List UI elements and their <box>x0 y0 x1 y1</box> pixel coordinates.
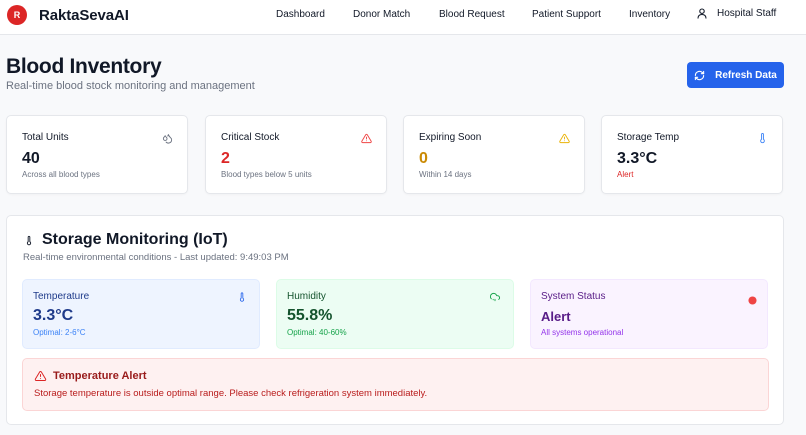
refresh-label: Refresh Data <box>715 69 777 81</box>
app-name: RaktaSevaAI <box>39 6 129 24</box>
thermometer-icon <box>757 131 768 149</box>
user-label: Hospital Staff <box>717 8 777 19</box>
warning-triangle-icon <box>559 131 570 149</box>
stat-sub: Across all blood types <box>22 170 100 179</box>
stat-card-total-units: Total Units 40 Across all blood types <box>6 115 188 194</box>
metric-sub: All systems operational <box>541 328 624 337</box>
stat-label: Storage Temp <box>617 132 680 143</box>
top-navbar: R RaktaSevaAI Dashboard Donor Match Bloo… <box>0 0 806 35</box>
metric-humidity: Humidity 55.8% Optimal: 40-60% <box>276 279 514 349</box>
stat-sub: Alert <box>617 170 634 179</box>
brand[interactable]: R RaktaSevaAI <box>7 5 129 25</box>
alert-title: Temperature Alert <box>34 370 147 382</box>
page-subtitle: Real-time blood stock monitoring and man… <box>6 80 255 92</box>
metric-label: System Status <box>541 291 606 302</box>
nav-blood-request[interactable]: Blood Request <box>439 9 505 20</box>
stat-value: 0 <box>419 150 428 167</box>
nav-donor-match[interactable]: Donor Match <box>353 9 411 20</box>
monitoring-title-text: Storage Monitoring (IoT) <box>42 231 228 248</box>
monitoring-subtitle: Real-time environmental conditions - Las… <box>23 252 289 263</box>
stat-sub: Blood types below 5 units <box>221 170 312 179</box>
metric-sub: Optimal: 2-6°C <box>33 328 86 337</box>
alert-triangle-icon <box>361 131 372 149</box>
nav-inventory[interactable]: Inventory <box>629 9 671 20</box>
metric-value: Alert <box>541 309 571 324</box>
nav-patient-support[interactable]: Patient Support <box>532 9 601 20</box>
stat-label: Total Units <box>22 132 69 143</box>
alert-message: Storage temperature is outside optimal r… <box>34 388 428 399</box>
nav-links: Dashboard Donor Match Blood Request Pati… <box>0 0 806 35</box>
stat-card-storage-temp: Storage Temp 3.3°C Alert <box>601 115 783 194</box>
page-title: Blood Inventory <box>6 55 162 78</box>
monitoring-title: Storage Monitoring (IoT) <box>24 231 228 249</box>
storage-monitoring-panel: Storage Monitoring (IoT) Real-time envir… <box>6 215 784 425</box>
metric-label: Humidity <box>287 291 326 302</box>
cloud-rain-icon <box>489 290 501 308</box>
metric-value: 55.8% <box>287 307 333 324</box>
stat-value: 2 <box>221 150 230 167</box>
metric-label: Temperature <box>33 291 90 302</box>
stat-value: 3.3°C <box>617 150 658 167</box>
stat-label: Critical Stock <box>221 132 280 143</box>
logo-badge: R <box>7 5 27 25</box>
thermometer-icon <box>237 290 247 308</box>
refresh-icon <box>694 70 705 80</box>
stat-sub: Within 14 days <box>419 170 472 179</box>
stat-card-critical-stock: Critical Stock 2 Blood types below 5 uni… <box>205 115 387 194</box>
nav-dashboard[interactable]: Dashboard <box>276 9 325 20</box>
alert-title-text: Temperature Alert <box>53 370 147 382</box>
alert-triangle-icon <box>34 370 47 381</box>
refresh-data-button[interactable]: Refresh Data <box>687 62 784 88</box>
metric-temperature: Temperature 3.3°C Optimal: 2-6°C <box>22 279 260 349</box>
metric-sub: Optimal: 40-60% <box>287 328 347 337</box>
metric-system-status: System Status Alert All systems operatio… <box>530 279 768 349</box>
temperature-alert: Temperature Alert Storage temperature is… <box>22 358 769 411</box>
stat-label: Expiring Soon <box>419 132 482 143</box>
user-menu[interactable]: Hospital Staff <box>697 8 776 19</box>
droplets-icon <box>162 131 173 149</box>
thermometer-icon <box>26 235 32 245</box>
metric-value: 3.3°C <box>33 307 74 324</box>
stat-value: 40 <box>22 150 40 167</box>
stat-card-expiring-soon: Expiring Soon 0 Within 14 days <box>403 115 585 194</box>
user-icon <box>697 8 707 19</box>
status-dot-icon <box>748 292 757 310</box>
